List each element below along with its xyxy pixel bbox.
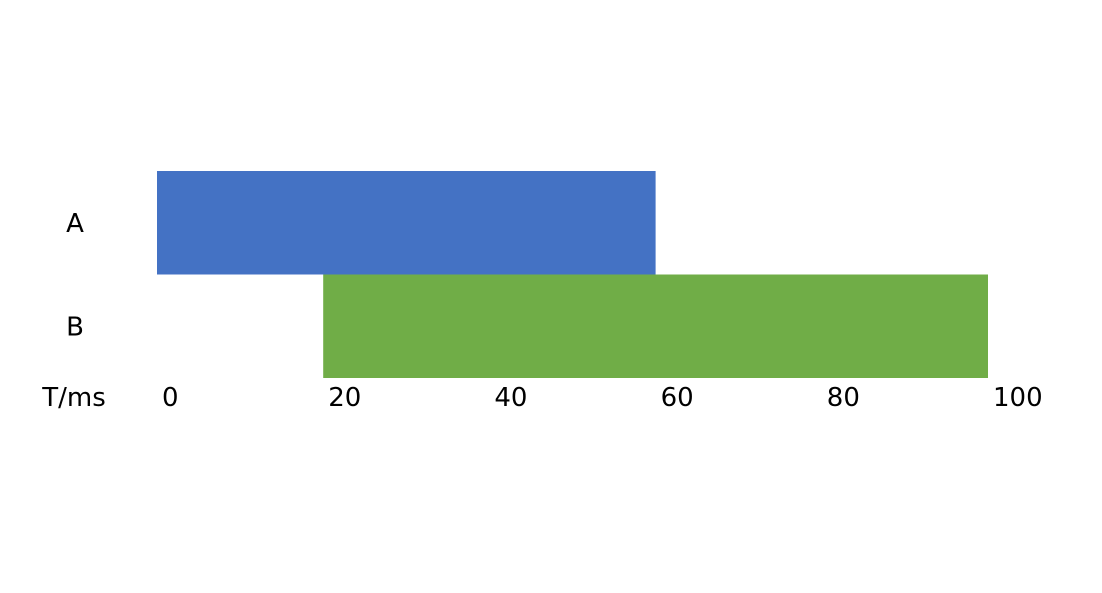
- x-axis-label: T/ms: [41, 383, 106, 413]
- category-label-a: A: [66, 209, 84, 239]
- category-labels: AB: [66, 209, 84, 343]
- bars-layer: [157, 171, 988, 378]
- x-tick-label: 100: [993, 383, 1043, 413]
- bar-a: [157, 171, 656, 275]
- bar-b: [323, 274, 988, 378]
- x-tick-label: 60: [661, 383, 694, 413]
- x-tick-label: 0: [162, 383, 179, 413]
- category-label-b: B: [66, 312, 84, 342]
- x-tick-label: 40: [494, 383, 527, 413]
- x-tick-label: 20: [328, 383, 361, 413]
- x-tick-label: 80: [827, 383, 860, 413]
- x-tick-labels: 0 20 40 60 80 100: [162, 383, 1043, 413]
